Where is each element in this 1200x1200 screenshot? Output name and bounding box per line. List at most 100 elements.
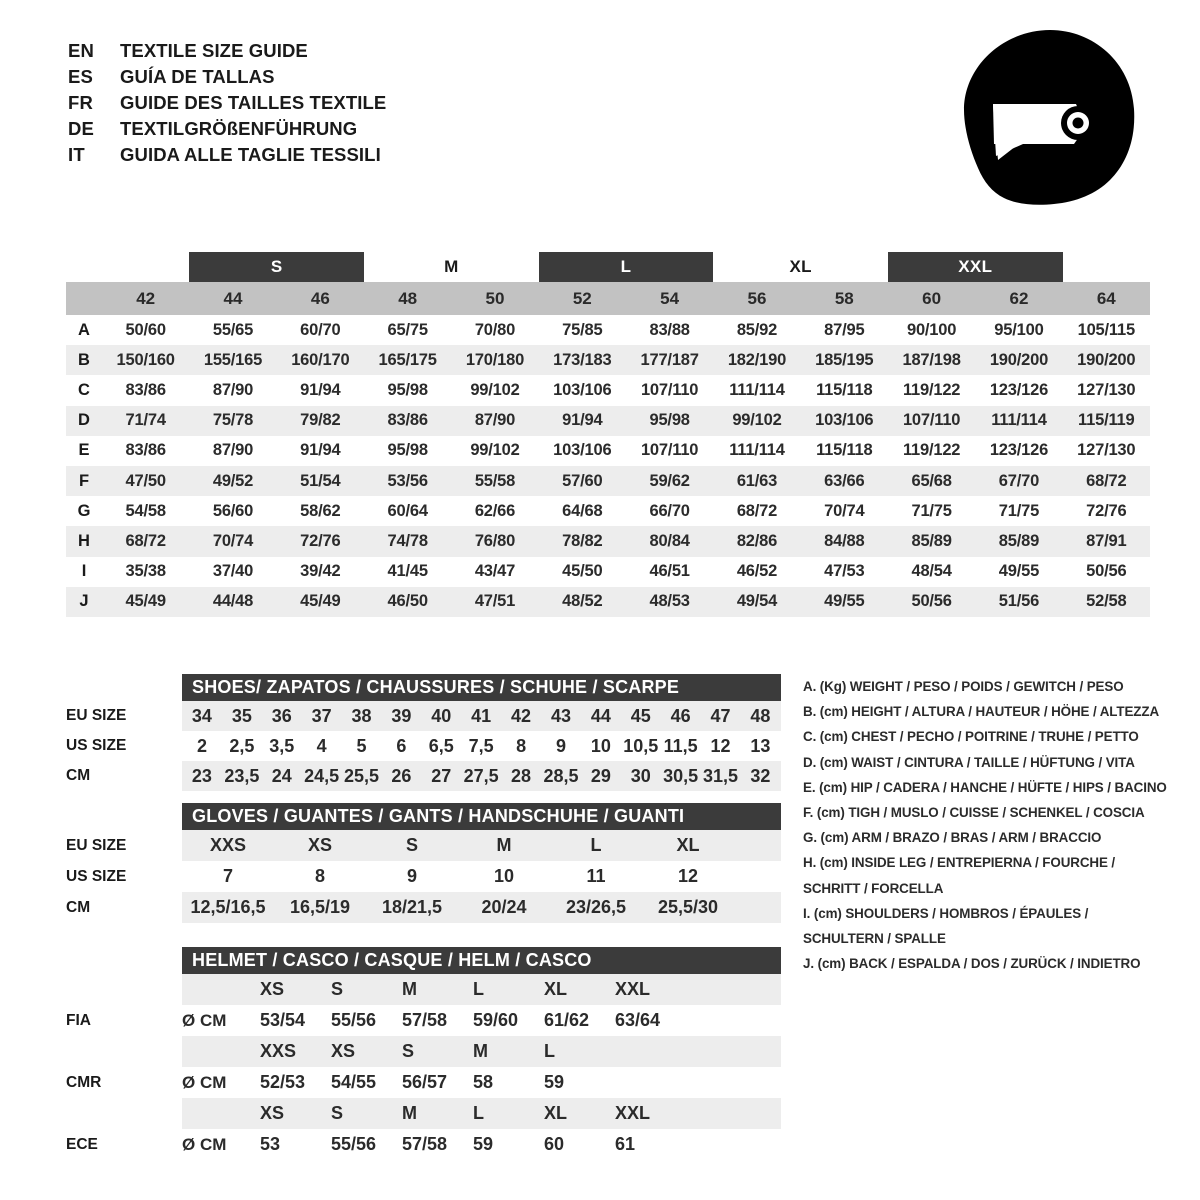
shoes-cell: 23 (191, 766, 212, 786)
cell-i-62: 49/55 (998, 562, 1040, 581)
shoes-cells: 23 23,5 24 24,5 25,5 26 27 27,5 28 28,5 29 30 30,5 31… (182, 761, 780, 791)
cell-f-42: 47/50 (125, 471, 166, 490)
cell-e-50: 99/102 (470, 441, 520, 460)
helmet-size-header-row: XS S M L XL XXL (182, 974, 781, 1005)
title-text-it: GUIDA ALLE TAGLIE TESSILI (120, 144, 381, 165)
cell-j-46: 45/49 (300, 592, 341, 611)
measurement-legend: A. (Kg) WEIGHT / PESO / POIDS / GEWITCH … (803, 674, 1183, 976)
shoes-table-body: EU SIZE 34 35 36 37 38 39 40 41 42 43 44 45 46 47 48 US … (66, 701, 781, 791)
helmet-unit-label: Ø CM (182, 1073, 227, 1092)
gloves-row-label-us-size: US SIZE (66, 867, 127, 885)
cell-e-46: 91/94 (300, 441, 341, 460)
helmet-size-cells: XXS XS S M L (260, 1036, 686, 1067)
main-measurement-table: S M L XL XXL 42 44 46 48 50 52 54 56 58 60 62 64 A 50/60… (66, 252, 1150, 617)
cell-e-54: 107/110 (640, 441, 699, 460)
helmet-standard-ece: ECE (66, 1135, 98, 1153)
gloves-cell: 7 (222, 866, 233, 886)
gloves-cell: 25,5/30 (657, 897, 719, 917)
cell-b-42: 150/160 (116, 350, 175, 369)
title-lang-fr: FR (68, 92, 94, 113)
cell-a-42: 50/60 (125, 320, 166, 339)
helmet-value-cell: 54/55 (331, 1072, 377, 1092)
shoes-row: EU SIZE 34 35 36 37 38 39 40 41 42 43 44 45 46 47 48 (66, 701, 781, 731)
gloves-cell: 11 (586, 866, 606, 886)
cell-g-56: 68/72 (736, 501, 778, 520)
cell-a-56: 85/92 (736, 320, 778, 339)
shoes-cell: 3,5 (269, 736, 295, 756)
cell-i-48: 41/45 (387, 562, 428, 581)
shoes-cell: 26 (391, 766, 412, 786)
cell-h-46: 72/76 (300, 531, 341, 550)
gloves-table-title: GLOVES / GUANTES / GANTS / HANDSCHUHE / … (182, 803, 781, 830)
helmet-value-row: ECE Ø CM 53 55/56 57/58 59 60 61 (66, 1129, 781, 1160)
cell-c-46: 91/94 (300, 380, 341, 399)
size-band-xl: XL (789, 257, 812, 276)
shoes-row-label-eu-size: EU SIZE (66, 707, 127, 724)
cell-b-56: 182/190 (727, 350, 787, 369)
shoes-cell: 2 (196, 736, 207, 756)
gloves-cell: 18/21,5 (381, 897, 443, 917)
cell-e-64: 127/130 (1077, 441, 1136, 460)
title-row: EN TEXTILE SIZE GUIDE (68, 40, 386, 66)
cell-g-42: 54/58 (125, 501, 166, 520)
gloves-row: EU SIZE XXS XS S M L XL (66, 830, 781, 861)
shoes-cell: 6,5 (428, 736, 454, 756)
cell-c-62: 123/126 (989, 380, 1049, 399)
cell-a-64: 105/115 (1077, 320, 1136, 339)
cell-j-42: 45/49 (125, 592, 166, 611)
shoes-cell: 37 (311, 706, 332, 726)
cell-c-60: 119/122 (902, 380, 961, 399)
shoes-cell: 47 (710, 706, 731, 726)
helmet-value-cell: 60 (544, 1134, 565, 1154)
gloves-cell: 8 (314, 866, 325, 886)
title-lang-es: ES (68, 66, 94, 87)
shoes-row: US SIZE 2 2,5 3,5 4 5 6 6,5 7,5 8 9 10 10,5 11,5 12 13 (66, 731, 781, 761)
cell-i-52: 45/50 (562, 562, 603, 581)
cell-f-52: 57/60 (562, 471, 603, 490)
legend-line: I. (cm) SHOULDERS / HOMBROS / ÉPAULES / (803, 905, 1089, 921)
title-lang-de: DE (68, 118, 95, 139)
shoes-cell: 9 (555, 736, 566, 756)
gloves-cell: L (590, 835, 602, 855)
gloves-row-label-cm: CM (66, 898, 91, 916)
cell-e-60: 119/122 (902, 441, 961, 460)
cell-b-50: 170/180 (465, 350, 525, 369)
title-text-de: TEXTILGRÖßENFÜHRUNG (120, 118, 358, 139)
table-row: G 54/58 56/60 58/62 60/64 62/66 64/68 66/70 68/7… (66, 496, 1150, 527)
table-row: F 47/50 49/52 51/54 53/56 55/58 57/60 59/62 61/6… (66, 465, 1150, 497)
cell-c-56: 111/114 (729, 380, 785, 399)
helmet-size-cell: L (473, 1103, 484, 1123)
row-label-g: G (77, 501, 91, 520)
cell-d-58: 103/106 (815, 411, 874, 430)
helmet-standard-cmr: CMR (66, 1073, 102, 1091)
shoes-cell: 24,5 (304, 766, 340, 786)
cell-i-42: 35/38 (125, 562, 166, 581)
cell-g-50: 62/66 (474, 501, 516, 520)
cell-b-54: 177/187 (640, 350, 699, 369)
helmet-table-body: XS S M L XL XXL FIA Ø CM 53/54 55/56 57/58 59/60 61/… (66, 974, 781, 1160)
shoes-cell: 23,5 (224, 766, 260, 786)
helmet-value-cell: 59/60 (473, 1010, 519, 1030)
helmet-value-cell: 53 (260, 1134, 281, 1154)
cell-b-48: 165/175 (378, 350, 437, 369)
cell-d-48: 83/86 (387, 411, 428, 430)
size-band-gap (1063, 252, 1150, 282)
legend-line: D. (cm) WAIST / CINTURA / TAILLE / HÜFTU… (803, 754, 1135, 770)
cell-j-48: 46/50 (387, 592, 428, 611)
cell-f-54: 59/62 (649, 471, 690, 490)
gloves-row: US SIZE 7 8 9 10 11 12 (66, 861, 781, 892)
cell-g-64: 72/76 (1086, 501, 1127, 520)
gloves-cell: 12 (677, 866, 699, 886)
cell-j-44: 44/48 (212, 592, 254, 611)
helmet-value-cell: 57/58 (402, 1134, 448, 1154)
gloves-row: CM 12,5/16,5 16,5/19 18/21,5 20/24 23/26,5 25,… (66, 892, 781, 923)
helmet-size-cell: M (402, 1103, 417, 1123)
size-band-l: L (538, 252, 714, 282)
shoes-cell: 27 (431, 766, 452, 786)
gloves-row-label-eu-size: EU SIZE (66, 836, 127, 854)
cell-i-46: 39/42 (300, 562, 341, 581)
size-column-header-50: 50 (485, 288, 505, 308)
shoes-table-title: SHOES/ ZAPATOS / CHAUSSURES / SCHUHE / S… (182, 674, 781, 701)
size-band-lead (66, 252, 102, 282)
cell-e-42: 83/86 (125, 441, 166, 460)
